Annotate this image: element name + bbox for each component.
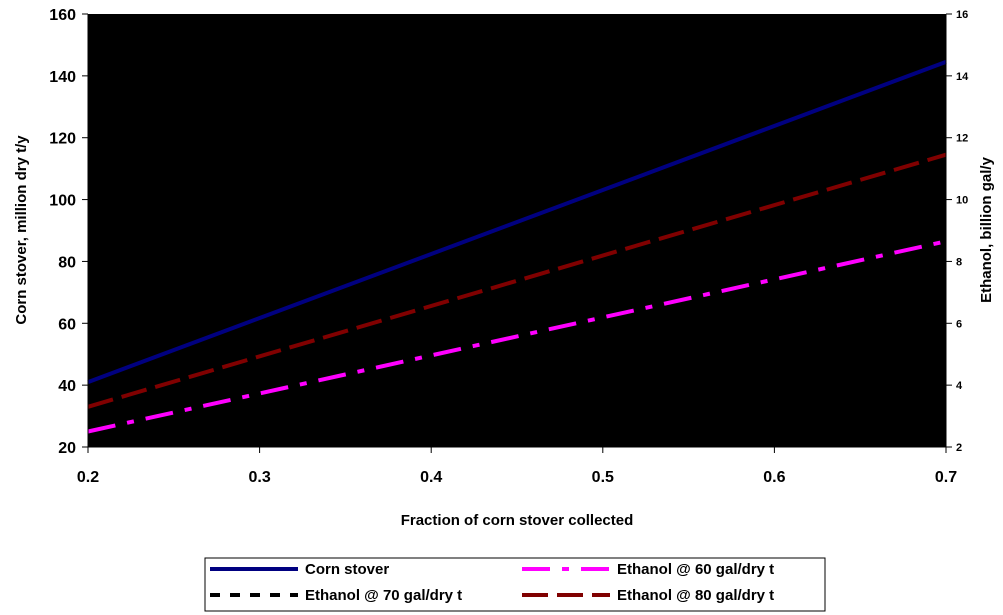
y2-tick-label: 14	[956, 71, 969, 83]
plot-area	[88, 14, 946, 447]
x-axis-title: Fraction of corn stover collected	[401, 512, 634, 529]
legend-label-0: Corn stover	[305, 561, 389, 578]
series-line-1	[87, 239, 947, 434]
x-tick-label: 0.4	[420, 469, 442, 486]
x-tick-label: 0.2	[77, 469, 99, 486]
y-tick-label: 120	[49, 131, 76, 148]
y2-tick-label: 8	[956, 256, 962, 268]
x-tick-label: 0.5	[592, 469, 614, 486]
y2-tick-label: 16	[956, 9, 968, 21]
legend-label-3: Ethanol @ 80 gal/dry t	[617, 587, 774, 604]
y2-tick-label: 10	[956, 195, 968, 207]
y-tick-label: 100	[49, 193, 76, 210]
x-tick-label: 0.6	[763, 469, 785, 486]
y2-tick-label: 12	[956, 133, 968, 145]
series-line-3	[87, 152, 947, 409]
series-line-0	[87, 60, 947, 384]
y2-tick-label: 6	[956, 318, 962, 330]
x-tick-label: 0.7	[935, 469, 957, 486]
y-tick-label: 40	[58, 378, 76, 395]
x-tick-label: 0.3	[248, 469, 270, 486]
legend-label-1: Ethanol @ 60 gal/dry t	[617, 561, 774, 578]
y2-tick-label: 2	[956, 442, 962, 454]
y-tick-label: 60	[58, 316, 76, 333]
y2-axis-title: Ethanol, billion gal/y	[978, 156, 995, 302]
legend-label-2: Ethanol @ 70 gal/dry t	[305, 587, 462, 604]
series-layer	[87, 60, 947, 434]
legend-box	[204, 557, 826, 612]
legend: Corn stover Ethanol @ 60 gal/dry t Ethanol…	[204, 557, 826, 612]
y-axis-title: Corn stover, million dry t/y	[13, 135, 30, 325]
y-tick-label: 140	[49, 69, 76, 86]
y-tick-label: 160	[49, 7, 76, 24]
y2-tick-label: 4	[956, 380, 963, 392]
y-tick-label: 20	[58, 440, 76, 457]
y-tick-label: 80	[58, 254, 76, 271]
axes-layer: 0.2 0.3 0.4 0.5 0.6 0.7 20 40 60 80 100 120 140 160 2 4…	[49, 7, 969, 486]
series-line-2	[87, 194, 947, 422]
